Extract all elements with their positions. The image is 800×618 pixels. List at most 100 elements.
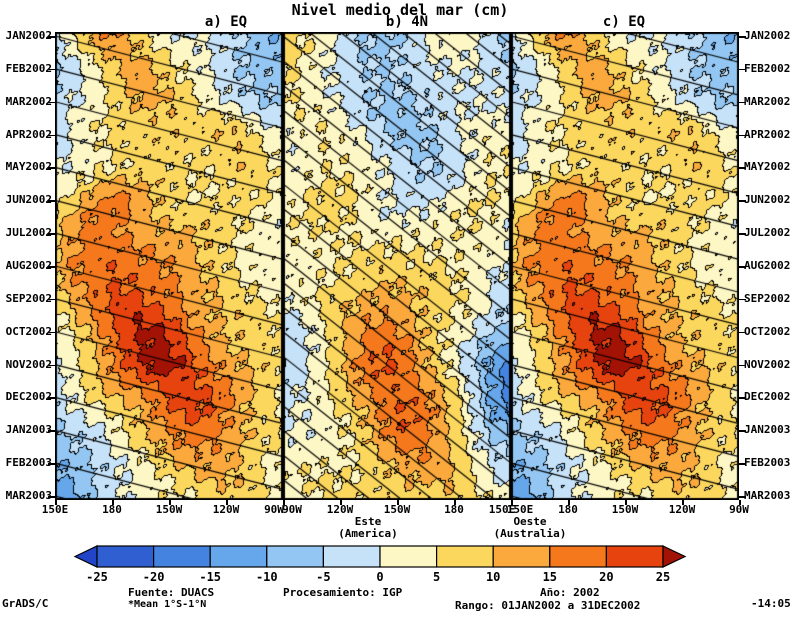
y-tick-mark (739, 68, 746, 71)
x-tick-label: 180 (102, 503, 122, 516)
y-tick-label: JUL2002 (744, 226, 791, 240)
y-tick-label: JUN2002 (744, 193, 791, 207)
y-tick-mark (739, 298, 746, 301)
y-tick-mark (739, 266, 746, 268)
x-tick-mark (283, 500, 285, 505)
y-tick-label: JAN2002 (744, 29, 791, 42)
y-tick-label: MAY2002 (744, 160, 791, 174)
y-tick-mark (48, 134, 55, 137)
colorbar-tick-label: -20 (142, 570, 165, 584)
x-tick-mark (169, 500, 171, 505)
colorbar-tick-label: 0 (376, 570, 384, 584)
colorbar-arrow-right (662, 545, 687, 568)
y-tick-mark (48, 331, 55, 334)
colorbar-arrow-left (73, 545, 98, 568)
y-tick-label: AUG2002 (744, 259, 791, 272)
panel-c-heatmap (511, 32, 739, 500)
direction-east-name: Este (354, 515, 382, 528)
y-tick-mark (739, 134, 746, 137)
x-tick-mark (739, 500, 741, 505)
x-tick-label: 180 (444, 503, 464, 516)
y-tick-mark (739, 463, 746, 465)
colorbar-segment (96, 545, 155, 568)
x-tick-mark (511, 500, 513, 505)
panel-c-title: c) EQ (602, 14, 646, 30)
x-tick-mark (55, 500, 57, 505)
footer-source-note: *Mean 1°S-1°N (128, 599, 207, 610)
direction-west-region: (Australia) (493, 527, 567, 540)
x-tick-mark (454, 500, 456, 505)
x-tick-mark (568, 500, 570, 505)
colorbar-tick-label: -5 (316, 570, 331, 584)
y-tick-label: MAR2003 (744, 489, 791, 502)
colorbar-segment (492, 545, 551, 568)
x-tick-label: 150W (383, 503, 411, 516)
chart-title: Nivel medio del mar (cm) (291, 1, 509, 19)
colorbar-segment (379, 545, 438, 568)
y-tick-mark (739, 397, 746, 399)
footer-range: Rango: 01JAN2002 a 31DEC2002 (455, 599, 641, 612)
y-tick-label: MAY2002 (5, 160, 52, 174)
y-tick-label: JAN2003 (744, 423, 791, 437)
y-tick-mark (48, 167, 55, 169)
x-tick-label: 90W (264, 503, 284, 516)
y-tick-label: DEC2002 (5, 390, 52, 404)
panel-a-title: a) EQ (204, 14, 248, 30)
y-tick-label: MAR2002 (744, 94, 791, 108)
y-tick-mark (48, 430, 55, 432)
x-tick-mark (340, 500, 342, 505)
y-tick-mark (739, 331, 746, 334)
y-tick-mark (48, 364, 55, 367)
y-tick-mark (739, 233, 746, 235)
x-tick-mark (625, 500, 627, 505)
y-tick-label: FEB2002 (5, 61, 52, 75)
footer-processing: Procesamiento: IGP (283, 586, 403, 599)
colorbar-segment (266, 545, 324, 568)
x-tick-label: 150E (488, 503, 516, 516)
footer-grads-watermark: GrADS/C (2, 597, 49, 610)
y-tick-label: JUL2002 (5, 226, 52, 240)
direction-label-west: Oeste (Australia) (470, 516, 590, 540)
x-tick-label: 120W (326, 503, 354, 516)
y-tick-label: FEB2003 (744, 456, 791, 470)
y-tick-label: JUN2002 (5, 193, 52, 207)
x-tick-label: 90W (282, 503, 302, 516)
x-tick-label: 150W (611, 503, 639, 516)
y-tick-label: APR2002 (744, 127, 791, 141)
x-tick-mark (112, 500, 114, 505)
x-tick-mark (397, 500, 399, 505)
x-tick-label: 150E (506, 503, 534, 516)
footer-source: Fuente: DUACS (128, 586, 215, 599)
colorbar-segment (322, 545, 381, 568)
y-tick-label: SEP2002 (744, 291, 791, 305)
y-tick-mark (739, 430, 746, 432)
colorbar-tick-label: 25 (655, 570, 671, 584)
x-tick-label: 120W (212, 503, 240, 516)
colorbar-svg (73, 545, 687, 568)
y-tick-mark (48, 101, 55, 104)
colorbar-tick-label: -10 (255, 570, 278, 584)
x-tick-label: 150W (155, 503, 183, 516)
y-tick-label: FEB2003 (5, 456, 52, 470)
colorbar-segment (209, 545, 268, 568)
x-tick-label: 120W (668, 503, 696, 516)
y-tick-label: MAR2003 (5, 489, 52, 502)
panel-a-heatmap (55, 32, 283, 500)
colorbar-tick-label: 15 (542, 570, 558, 584)
y-tick-mark (739, 36, 746, 38)
y-tick-label: APR2002 (5, 127, 52, 141)
colorbar-segment (436, 545, 494, 568)
x-tick-label: 150E (41, 503, 69, 516)
y-tick-label: MAR2002 (5, 94, 52, 108)
colorbar-segment (605, 545, 664, 568)
y-tick-mark (48, 233, 55, 235)
panel-b-heatmap (283, 32, 511, 500)
footer-timestamp: -14:05 (751, 597, 791, 610)
y-tick-mark (48, 298, 55, 301)
y-tick-mark (739, 496, 746, 498)
y-tick-mark (739, 167, 746, 169)
y-tick-label: DEC2002 (744, 390, 791, 404)
colorbar-tick-label: 10 (485, 570, 501, 584)
y-tick-mark (48, 496, 55, 498)
y-tick-mark (48, 266, 55, 268)
